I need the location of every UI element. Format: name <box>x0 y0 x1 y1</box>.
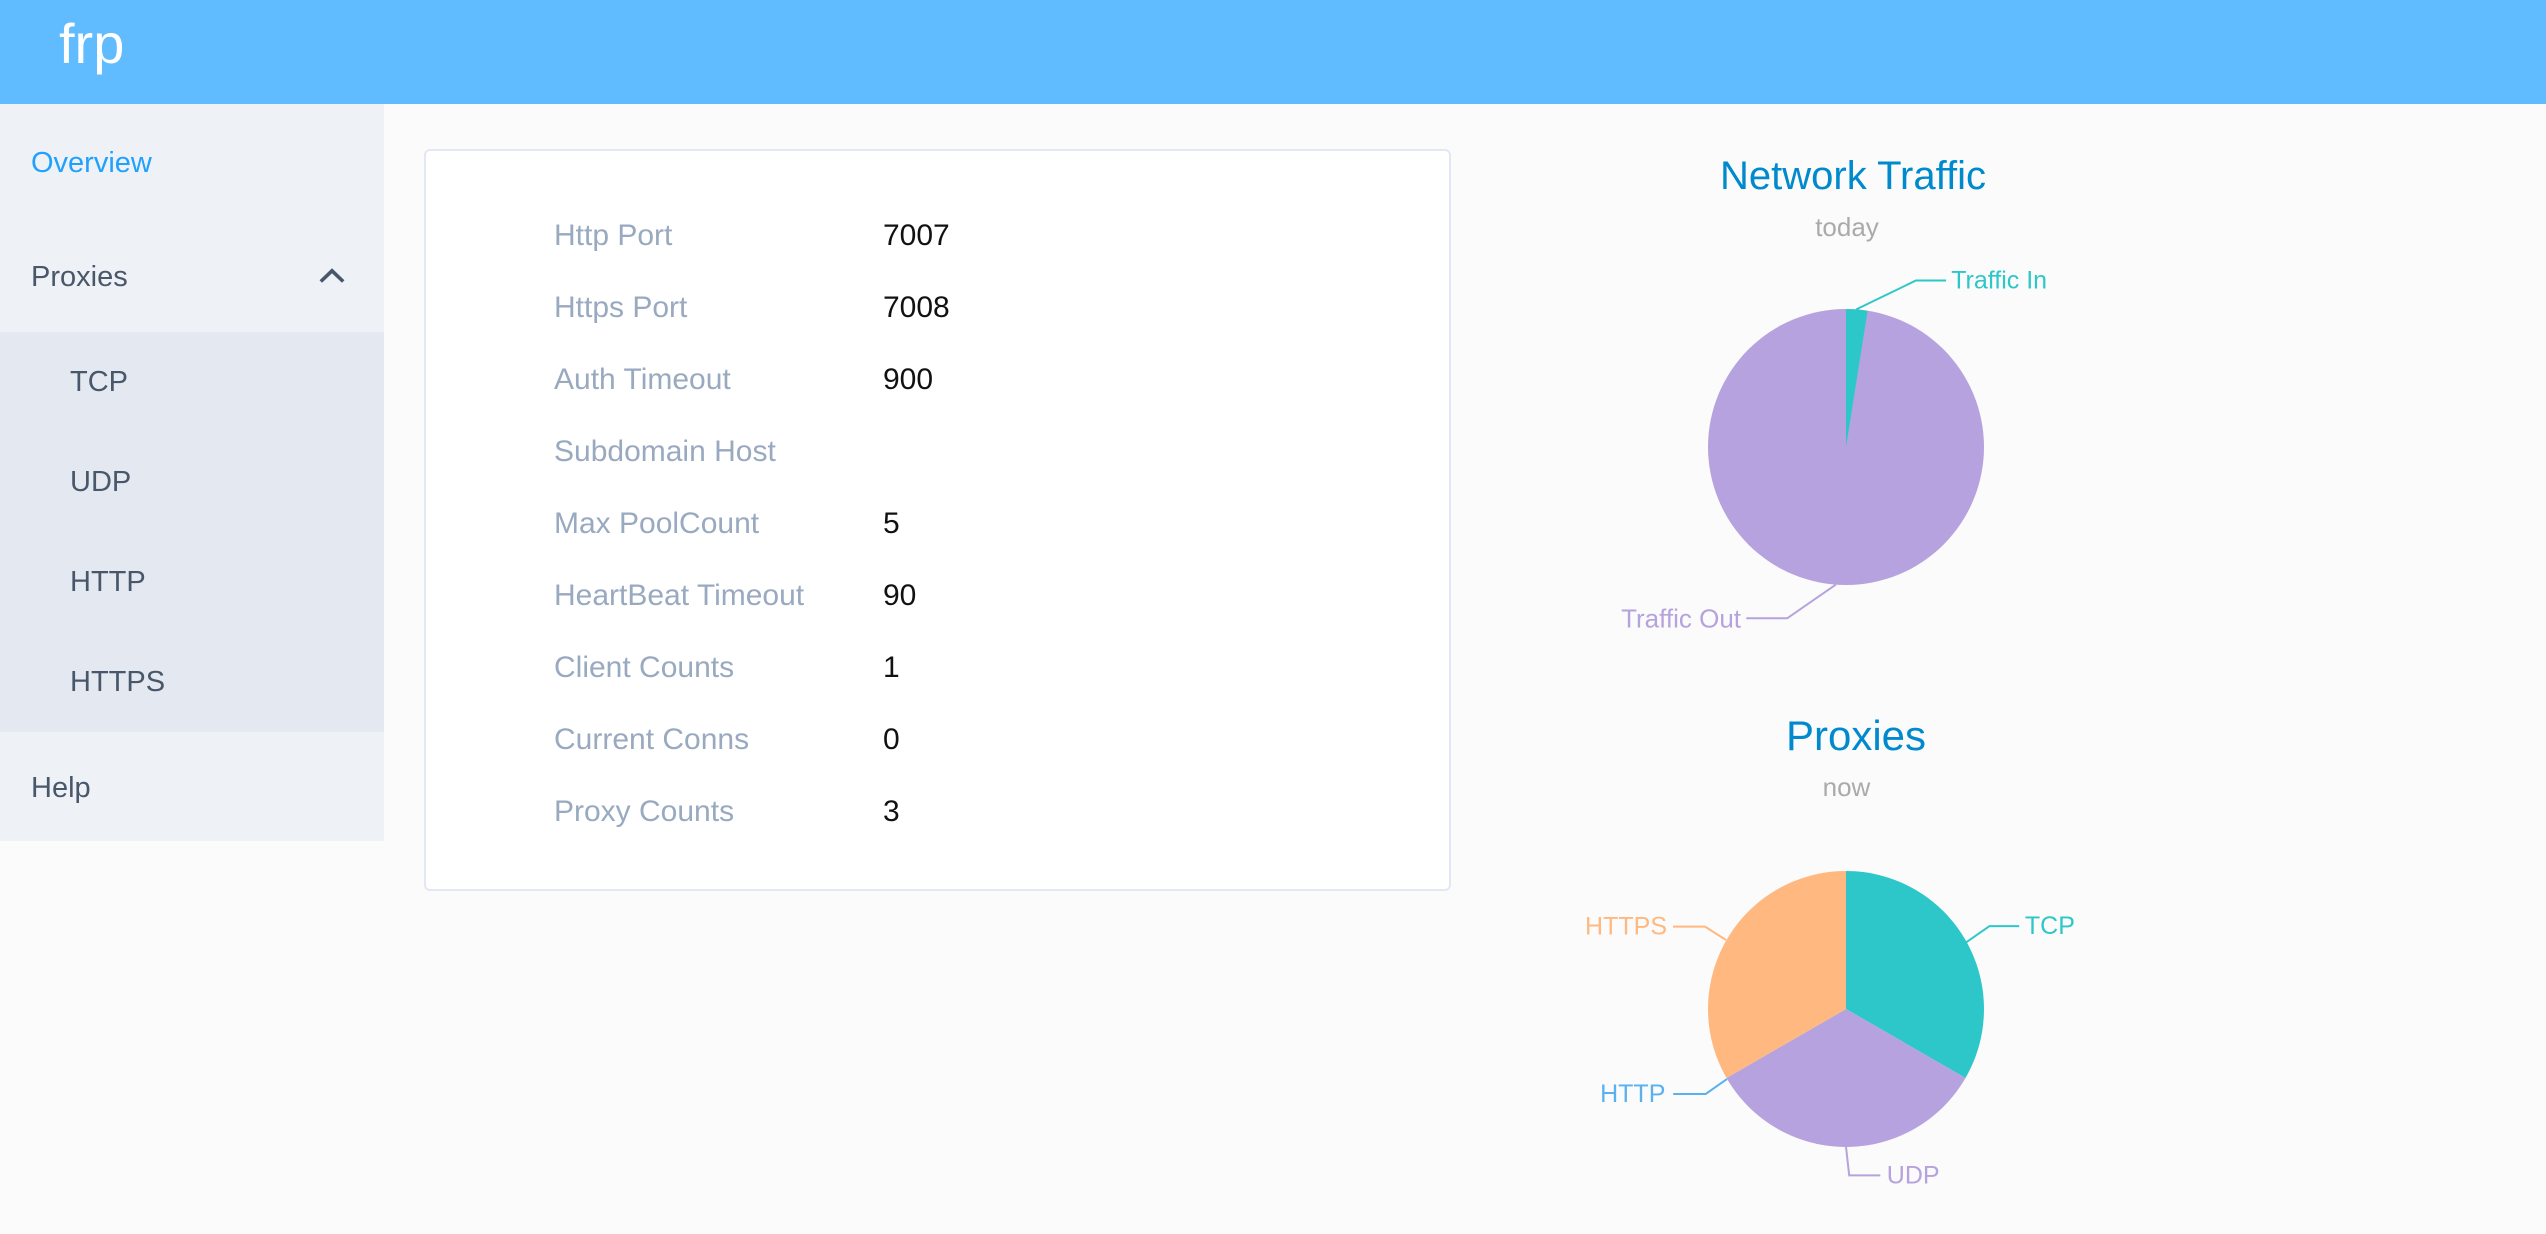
svg-text:UDP: UDP <box>1887 1161 1940 1189</box>
svg-text:Traffic In: Traffic In <box>1951 267 2047 295</box>
svg-text:Traffic Out: Traffic Out <box>1621 603 1742 633</box>
svg-text:HTTP: HTTP <box>1600 1080 1665 1108</box>
svg-text:today: today <box>1815 212 1879 242</box>
svg-text:TCP: TCP <box>2025 912 2075 940</box>
svg-text:HTTPS: HTTPS <box>1585 913 1667 941</box>
svg-text:Proxies: Proxies <box>1786 712 1926 759</box>
svg-text:now: now <box>1823 772 1871 802</box>
svg-text:Network Traffic: Network Traffic <box>1720 154 1986 198</box>
